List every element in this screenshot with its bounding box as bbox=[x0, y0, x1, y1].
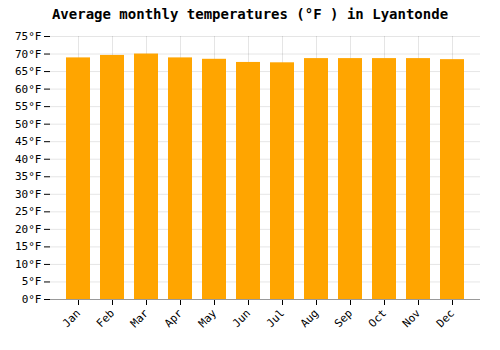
svg-text:Sep: Sep bbox=[332, 307, 355, 330]
svg-text:Jan: Jan bbox=[60, 307, 83, 330]
svg-text:25°F: 25°F bbox=[15, 205, 42, 218]
svg-text:70°F: 70°F bbox=[15, 48, 42, 61]
svg-text:Feb: Feb bbox=[94, 307, 117, 330]
svg-text:Oct: Oct bbox=[366, 307, 389, 330]
svg-text:5°F: 5°F bbox=[22, 275, 42, 288]
svg-text:10°F: 10°F bbox=[15, 258, 42, 271]
svg-text:40°F: 40°F bbox=[15, 153, 42, 166]
svg-text:65°F: 65°F bbox=[15, 65, 42, 78]
svg-text:0°F: 0°F bbox=[22, 293, 42, 306]
svg-text:45°F: 45°F bbox=[15, 135, 42, 148]
svg-text:35°F: 35°F bbox=[15, 170, 42, 183]
svg-text:60°F: 60°F bbox=[15, 83, 42, 96]
svg-text:Aug: Aug bbox=[298, 307, 321, 330]
svg-text:Jun: Jun bbox=[230, 307, 253, 330]
svg-text:Mar: Mar bbox=[128, 306, 152, 330]
svg-text:55°F: 55°F bbox=[15, 100, 42, 113]
svg-text:20°F: 20°F bbox=[15, 223, 42, 236]
svg-text:Jul: Jul bbox=[264, 307, 287, 330]
svg-text:15°F: 15°F bbox=[15, 240, 42, 253]
svg-text:Dec: Dec bbox=[434, 307, 457, 330]
svg-text:75°F: 75°F bbox=[15, 30, 42, 43]
svg-text:May: May bbox=[196, 306, 220, 330]
svg-text:30°F: 30°F bbox=[15, 188, 42, 201]
html-text:Average monthly temperatures (: Average monthly temperatures (°F ) in Ly… bbox=[51, 6, 449, 22]
svg-text:Apr: Apr bbox=[162, 306, 186, 330]
svg-text:Nov: Nov bbox=[400, 306, 424, 330]
svg-text:50°F: 50°F bbox=[15, 118, 42, 131]
